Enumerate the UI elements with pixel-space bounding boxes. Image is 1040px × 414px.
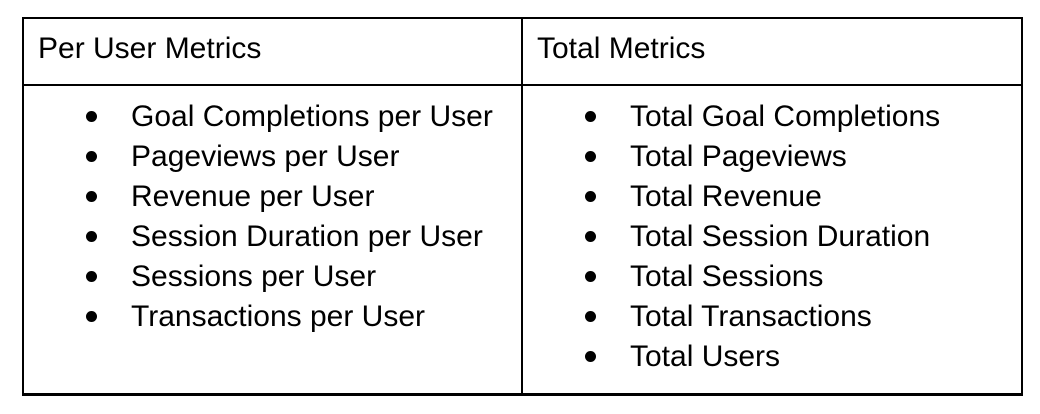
metrics-comparison-table: Per User Metrics Total Metrics Goal Comp… [22, 17, 1023, 396]
list-item: Sessions per User [24, 257, 521, 297]
list-item: Revenue per User [24, 177, 521, 217]
total-metrics-cell: Total Goal Completions Total Pageviews Tot… [523, 86, 1021, 393]
list-item: Total Goal Completions [523, 97, 1021, 137]
total-metrics-list: Total Goal Completions Total Pageviews Tot… [523, 97, 1021, 377]
list-item: Total Users [523, 337, 1021, 377]
list-item: Total Sessions [523, 257, 1021, 297]
list-item: Total Transactions [523, 297, 1021, 337]
per-user-metrics-header: Per User Metrics [24, 19, 523, 86]
list-item: Pageviews per User [24, 137, 521, 177]
list-item: Total Revenue [523, 177, 1021, 217]
per-user-metrics-cell: Goal Completions per User Pageviews per U… [24, 86, 523, 393]
total-metrics-header: Total Metrics [523, 19, 1021, 86]
per-user-metrics-list: Goal Completions per User Pageviews per U… [24, 97, 521, 337]
list-item: Goal Completions per User [24, 97, 521, 137]
list-item: Session Duration per User [24, 217, 521, 257]
list-item: Transactions per User [24, 297, 521, 337]
list-item: Total Pageviews [523, 137, 1021, 177]
list-item: Total Session Duration [523, 217, 1021, 257]
